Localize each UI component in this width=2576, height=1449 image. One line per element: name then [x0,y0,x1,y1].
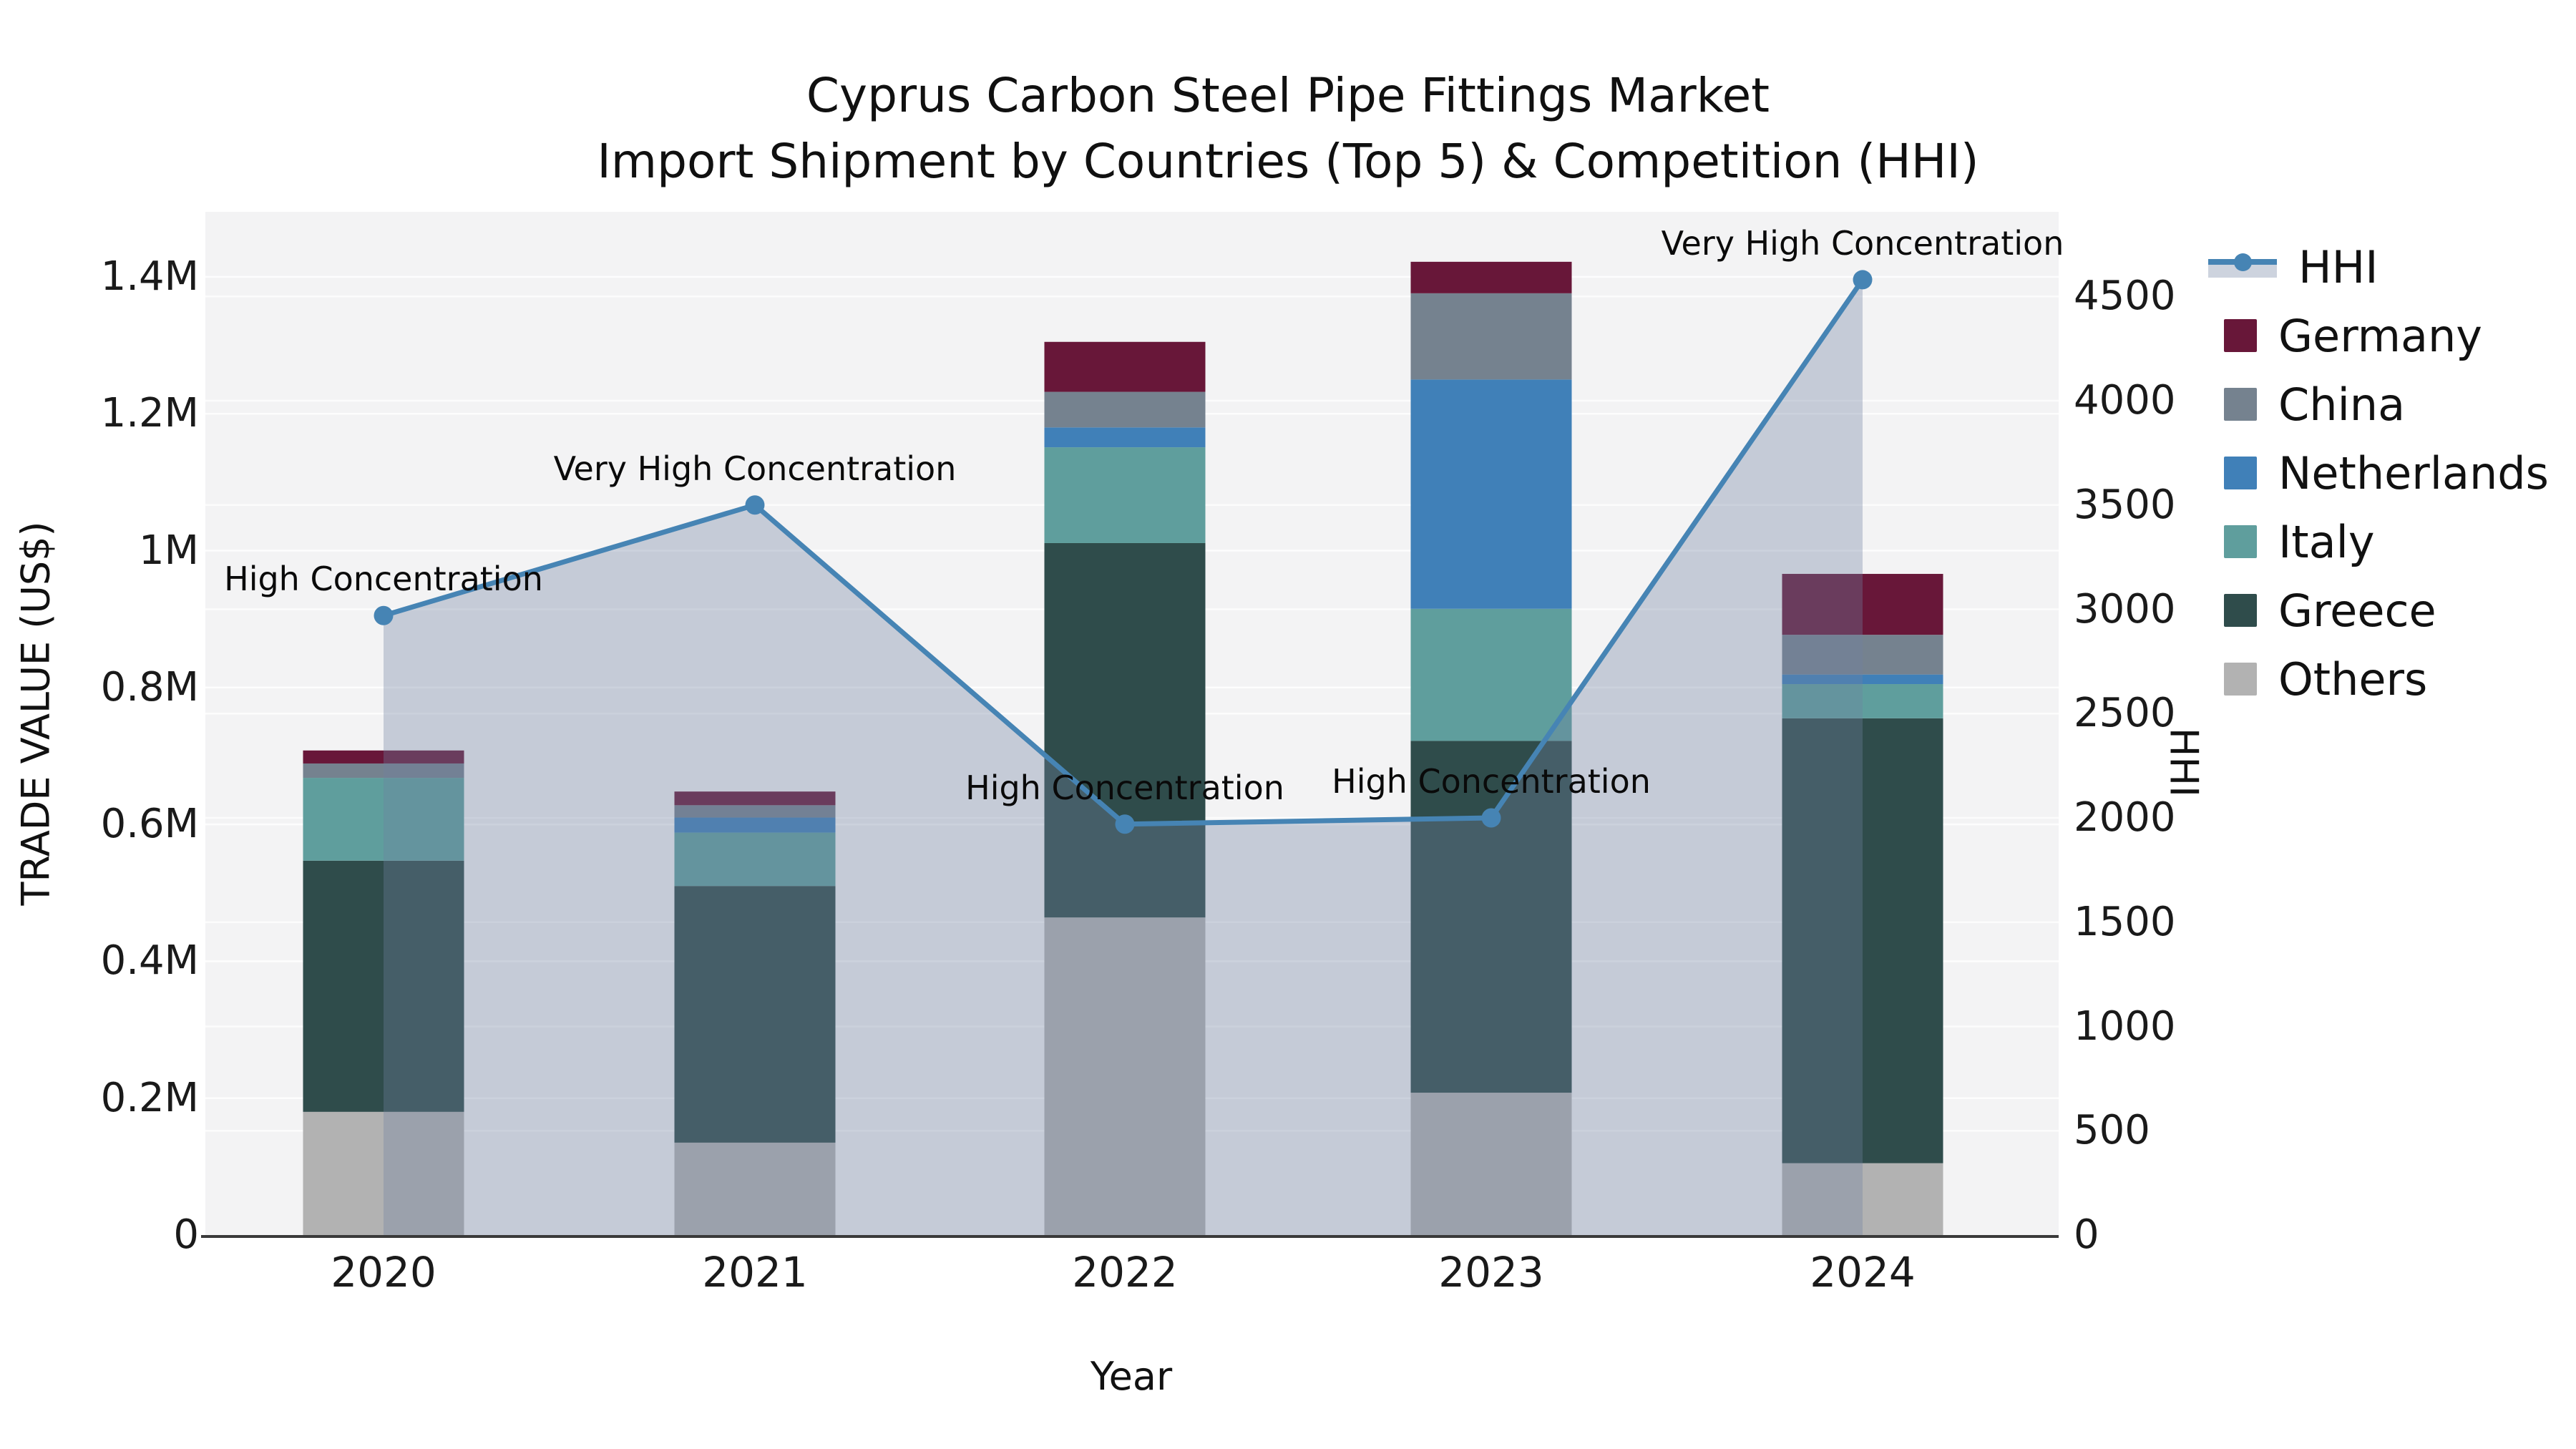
y-left-tick-label: 0.4M [100,937,199,985]
legend-swatch-others [2224,663,2257,696]
y-right-tick-label: 3000 [2074,585,2176,633]
hhi-point-2021 [745,495,765,515]
y-left-tick-label: 1.4M [100,253,199,300]
annotation-label: High Concentration [224,560,543,599]
legend-label: Italy [2278,515,2375,568]
hhi-point-2020 [374,605,394,625]
x-tick-label: 2021 [702,1248,808,1297]
x-tick-label: 2022 [1072,1248,1178,1297]
hhi-point-2022 [1115,814,1135,834]
legend-item-germany: Germany [2208,310,2482,362]
bar-segment-germany-2022 [1044,341,1206,392]
y-right-tick-label: 1500 [2074,898,2176,945]
bar-segment-others-2023 [1410,1093,1572,1235]
y-right-tick-label: 2000 [2074,794,2176,841]
bar-segment-italy-2021 [674,832,836,887]
bar-segment-others-2024 [1782,1163,1943,1235]
legend-item-others: Others [2208,653,2427,706]
legend-item-netherlands: Netherlands [2208,447,2549,499]
y-right-tick-label: 1000 [2074,1002,2176,1050]
legend-swatch-germany [2224,319,2257,352]
bar-segment-italy-2022 [1044,447,1206,543]
bar-segment-germany-2020 [303,750,464,763]
legend-label: Greece [2278,584,2436,637]
chart-subtitle: Import Shipment by Countries (Top 5) & C… [597,134,1979,189]
legend-item-hhi: HHI [2208,240,2379,293]
bar-segment-germany-2024 [1782,574,1943,635]
chart-title-block: Cyprus Carbon Steel Pipe Fittings Market… [0,63,2576,195]
y-right-tick-label: 4500 [2074,273,2176,320]
bar-segment-china-2020 [303,763,464,779]
hhi-area-fill [384,279,1863,1236]
annotation-label: Very High Concentration [553,449,957,488]
legend-swatch-netherlands [2224,457,2257,489]
bar-segment-italy-2024 [1782,684,1943,718]
legend-swatch-china [2224,388,2257,421]
bar-segment-germany-2023 [1410,261,1572,293]
annotation-label: High Concentration [1332,762,1651,801]
bar-segment-germany-2021 [674,791,836,806]
y-left-tick-label: 1.2M [100,390,199,437]
bar-segment-greece-2022 [1044,542,1206,918]
chart-title: Cyprus Carbon Steel Pipe Fittings Market [806,68,1770,123]
bar-segment-greece-2021 [674,886,836,1143]
bar-segment-others-2022 [1044,917,1206,1235]
y-right-tick-label: 0 [2074,1211,2099,1258]
legend-swatch-greece [2224,594,2257,627]
legend-label: China [2278,378,2406,431]
legend-label: HHI [2298,240,2379,293]
y-right-tick-label: 500 [2074,1107,2150,1154]
bar-segment-netherlands-2022 [1044,427,1206,448]
legend-label: Netherlands [2278,447,2549,499]
hhi-point-2023 [1481,808,1501,828]
x-tick-label: 2023 [1438,1248,1544,1297]
x-tick-label: 2024 [1810,1248,1916,1297]
bar-segment-italy-2020 [303,778,464,861]
y-left-tick-label: 0.2M [100,1074,199,1121]
y-right-tick-label: 4000 [2074,377,2176,424]
bar-segment-others-2021 [674,1142,836,1235]
legend-label: Others [2278,653,2428,706]
legend-item-greece: Greece [2208,585,2436,637]
legend-label: Germany [2278,309,2482,362]
bar-segment-netherlands-2023 [1410,379,1572,609]
annotation-label: High Concentration [965,768,1284,807]
legend-swatch-italy [2224,525,2257,558]
y-left-tick-label: 1M [139,527,199,574]
bar-segment-others-2020 [303,1111,464,1235]
annotation-label: Very High Concentration [1661,223,2064,263]
x-tick-label: 2020 [331,1248,436,1297]
hhi-point-2024 [1853,270,1873,290]
bar-segment-china-2023 [1410,293,1572,380]
y-left-tick-label: 0 [173,1211,199,1258]
legend-item-china: China [2208,379,2405,431]
x-axis-title: Year [1090,1354,1173,1399]
legend-item-italy: Italy [2208,515,2375,568]
legend-key-hhi-icon [2208,253,2277,278]
y-left-tick-label: 0.8M [100,663,199,711]
y-right-tick-label: 3500 [2074,481,2176,528]
y-left-tick-label: 0.6M [100,801,199,848]
bar-segment-italy-2023 [1410,608,1572,741]
bar-segment-netherlands-2024 [1782,674,1943,685]
bar-segment-china-2024 [1782,635,1943,675]
y-axis-left-title: TRADE VALUE (US$) [13,521,59,906]
bar-segment-greece-2020 [303,860,464,1112]
bar-segment-china-2022 [1044,391,1206,428]
bar-segment-greece-2023 [1410,741,1572,1093]
bar-segment-greece-2024 [1782,718,1943,1163]
hhi-marker-dot-icon [2234,253,2252,271]
bar-segment-china-2021 [674,805,836,818]
bar-segment-netherlands-2021 [674,817,836,833]
y-right-tick-label: 2500 [2074,690,2176,737]
